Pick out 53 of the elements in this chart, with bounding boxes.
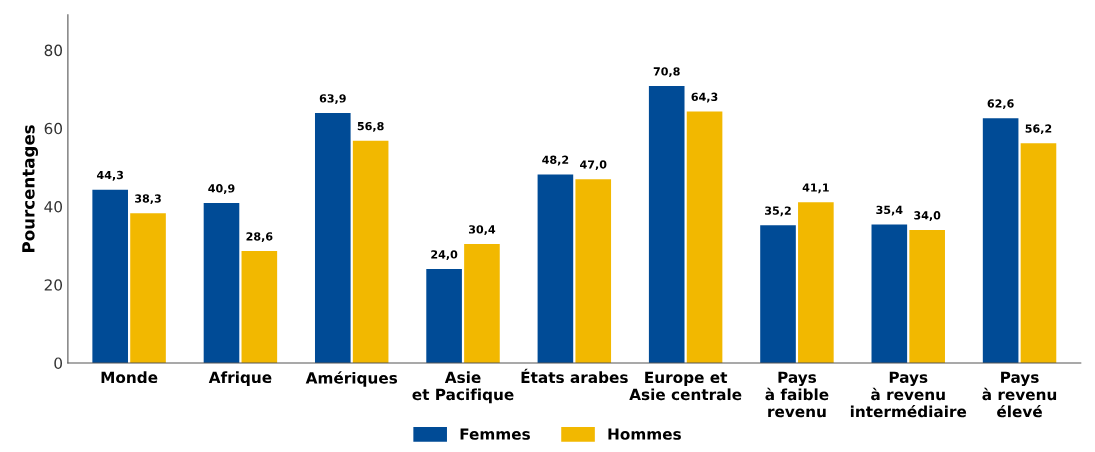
x-tick-label: Monde (101, 371, 158, 384)
y-tick-label: 20 (44, 279, 63, 291)
bar (1020, 143, 1057, 363)
y-axis-title: Pourcentages (22, 125, 39, 252)
data-label: 30,4 (468, 225, 496, 236)
bar (760, 225, 796, 363)
bar (352, 140, 389, 363)
bar (537, 174, 574, 363)
bar (648, 86, 685, 363)
bar (575, 179, 612, 363)
data-label: 62,6 (987, 99, 1014, 110)
data-label: 35,2 (765, 206, 791, 217)
y-tick-label: 80 (44, 44, 63, 57)
bar (871, 224, 908, 363)
data-label: 56,8 (357, 121, 384, 132)
legend-label: Femmes (460, 428, 530, 440)
data-label: 63,9 (319, 94, 346, 105)
x-tick-label: Afrique (208, 371, 272, 387)
data-label: 34,0 (914, 211, 941, 221)
bar (314, 113, 351, 363)
bar (426, 269, 462, 363)
data-label: 41,1 (802, 183, 829, 194)
y-tick-label: 40 (44, 201, 63, 213)
bar (130, 213, 166, 363)
y-tick-label: 60 (44, 122, 63, 135)
x-tick-label: Amériques (305, 371, 398, 387)
data-label: 28,6 (246, 232, 273, 243)
bar (241, 251, 278, 363)
bar (92, 189, 128, 363)
x-tick-label: Pays à revenu intermédiaire (850, 371, 967, 418)
x-tick-label: Pays à faible revenu (765, 371, 829, 418)
x-tick-label: Asie et Pacifique (412, 371, 514, 404)
x-tick-label: États arabes (521, 368, 628, 384)
data-label: 24,0 (431, 250, 458, 261)
y-tick-label: 0 (54, 357, 63, 369)
bar (909, 230, 945, 363)
data-label: 35,4 (876, 205, 903, 216)
bar (798, 202, 834, 363)
bar (203, 203, 240, 363)
data-label: 38,3 (135, 194, 161, 205)
data-label: 56,2 (1025, 124, 1052, 135)
x-tick-label: Europe et Asie centrale (629, 371, 742, 401)
bar (982, 118, 1019, 363)
bar (464, 244, 500, 363)
bar (686, 111, 723, 363)
data-label: 40,9 (208, 184, 235, 194)
x-tick-label: Pays à revenu élevé (982, 371, 1057, 418)
data-label: 47,0 (580, 160, 607, 171)
data-label: 64,3 (691, 92, 718, 103)
data-label: 44,3 (96, 170, 124, 181)
data-label: 70,8 (653, 67, 680, 78)
legend-label: Hommes (608, 428, 681, 440)
data-label: 48,2 (542, 155, 569, 166)
